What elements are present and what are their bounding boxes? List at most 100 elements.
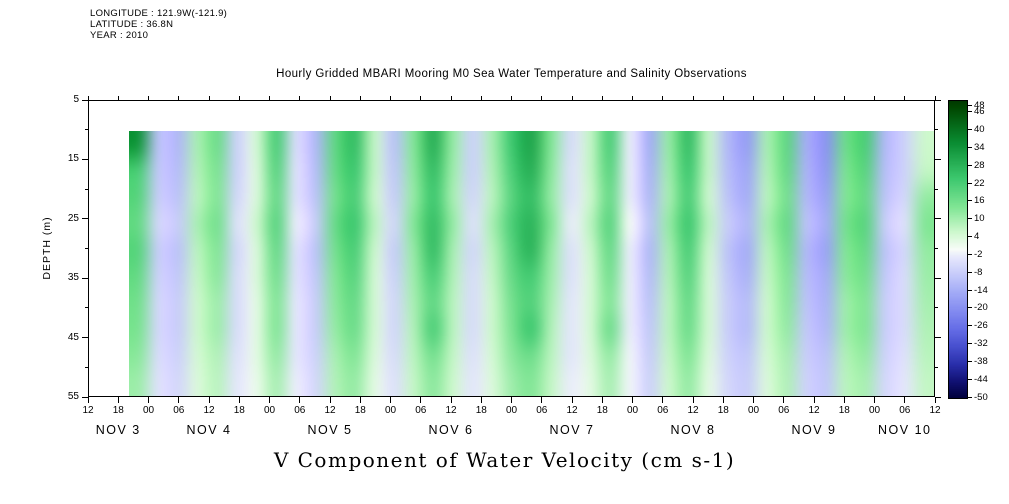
x-tick-label: 18 (354, 405, 366, 416)
x-tick-top (722, 96, 724, 100)
x-tick (722, 397, 724, 403)
x-date-label: NOV 8 (670, 423, 716, 437)
y-tick (82, 337, 88, 339)
colorbar-tick (968, 200, 972, 202)
x-tick (601, 397, 603, 403)
x-tick (269, 397, 270, 403)
y-tick-right (935, 218, 941, 220)
x-tick (753, 397, 754, 403)
x-tick (87, 397, 89, 403)
metadata-block: LONGITUDE : 121.9W(-121.9) LATITUDE : 36… (90, 8, 227, 41)
colorbar-label: 28 (974, 159, 985, 171)
x-tick-label: 12 (82, 405, 94, 416)
colorbar-tick (968, 182, 972, 184)
y-tick (82, 277, 88, 279)
colorbar-label: 40 (974, 124, 985, 136)
x-tick-label: 00 (868, 405, 881, 416)
x-tick-label: 18 (596, 405, 608, 416)
y-tick-label: 35 (67, 272, 79, 284)
colorbar-tick (968, 289, 972, 291)
y-tick-label: 55 (67, 391, 79, 402)
colorbar-label: -26 (974, 320, 988, 332)
y-tick (82, 99, 88, 101)
x-tick-top (753, 96, 754, 100)
x-tick-top (541, 96, 543, 100)
x-tick (299, 397, 301, 403)
x-tick-label: 12 (566, 405, 578, 416)
y-tick-label: 15 (67, 153, 79, 165)
y-tick-label: 45 (67, 331, 79, 343)
y-minor-tick (85, 366, 88, 368)
x-tick (390, 397, 391, 403)
x-tick-top (329, 96, 331, 100)
x-tick (813, 397, 815, 403)
y-minor-tick-right (935, 366, 938, 368)
x-tick-label: 00 (142, 405, 155, 416)
x-tick-top (238, 96, 240, 100)
x-tick-top (874, 96, 875, 100)
y-tick (82, 158, 88, 160)
x-tick (208, 397, 210, 403)
x-tick-label: 12 (808, 405, 820, 416)
colorbar-tick (968, 271, 972, 273)
colorbar-tick (968, 396, 972, 398)
x-axis-title: V Component of Water Velocity (cm s-1) (273, 448, 736, 472)
x-tick-top (390, 96, 391, 100)
colorbar-tick (968, 111, 972, 113)
y-minor-tick-right (935, 248, 938, 249)
y-minor-tick (85, 129, 88, 131)
x-tick (571, 397, 573, 403)
y-minor-tick-right (935, 307, 938, 309)
x-tick-label: 18 (717, 405, 729, 416)
y-minor-tick-right (935, 129, 938, 131)
x-tick-label: 06 (536, 405, 548, 416)
colorbar-label: 34 (974, 142, 985, 154)
x-date-label: NOV 4 (186, 423, 232, 437)
x-tick-top (480, 96, 482, 100)
colorbar-tick (968, 325, 972, 327)
x-tick-label: 00 (384, 405, 397, 416)
x-tick-label: 06 (173, 405, 185, 416)
x-tick-top (148, 96, 149, 100)
x-tick-top (813, 96, 815, 100)
x-tick (692, 397, 694, 403)
x-tick (511, 397, 512, 403)
x-tick-label: 00 (263, 405, 276, 416)
x-tick-top (601, 96, 603, 100)
colorbar-label: 22 (974, 177, 985, 189)
x-tick (662, 397, 664, 403)
x-date-label: NOV 3 (95, 423, 141, 437)
x-tick-top (359, 96, 361, 100)
y-tick-right (935, 158, 941, 160)
x-tick-label: 06 (294, 405, 306, 416)
year-label: YEAR : 2010 (90, 30, 149, 41)
colorbar-tick (968, 147, 972, 149)
colorbar-tick (968, 360, 972, 362)
x-tick (238, 397, 240, 403)
x-tick-top (117, 96, 119, 100)
longitude-label: LONGITUDE : 121.9W(-121.9) (90, 8, 228, 19)
x-tick-top (299, 96, 301, 100)
x-tick (632, 397, 633, 403)
x-tick-label: 00 (626, 405, 639, 416)
x-tick-label: 12 (687, 405, 699, 416)
x-date-label: NOV 7 (549, 423, 595, 437)
x-date-label: NOV 6 (428, 423, 474, 437)
x-tick (480, 397, 482, 403)
x-tick-label: 12 (929, 405, 941, 416)
x-tick-top (632, 96, 633, 100)
x-date-label: NOV 9 (791, 423, 837, 437)
x-tick (359, 397, 361, 403)
y-tick-right (935, 277, 941, 279)
x-tick-top (904, 96, 906, 100)
x-tick-label: 12 (324, 405, 336, 416)
colorbar-label: 4 (974, 231, 980, 243)
colorbar-label: -2 (974, 248, 983, 260)
x-tick-top (783, 96, 785, 100)
colorbar-tick (968, 307, 972, 309)
y-tick (82, 396, 88, 398)
chart-title: Hourly Gridded MBARI Mooring M0 Sea Wate… (276, 68, 747, 80)
x-tick-top (571, 96, 573, 100)
colorbar-tick (968, 105, 972, 107)
